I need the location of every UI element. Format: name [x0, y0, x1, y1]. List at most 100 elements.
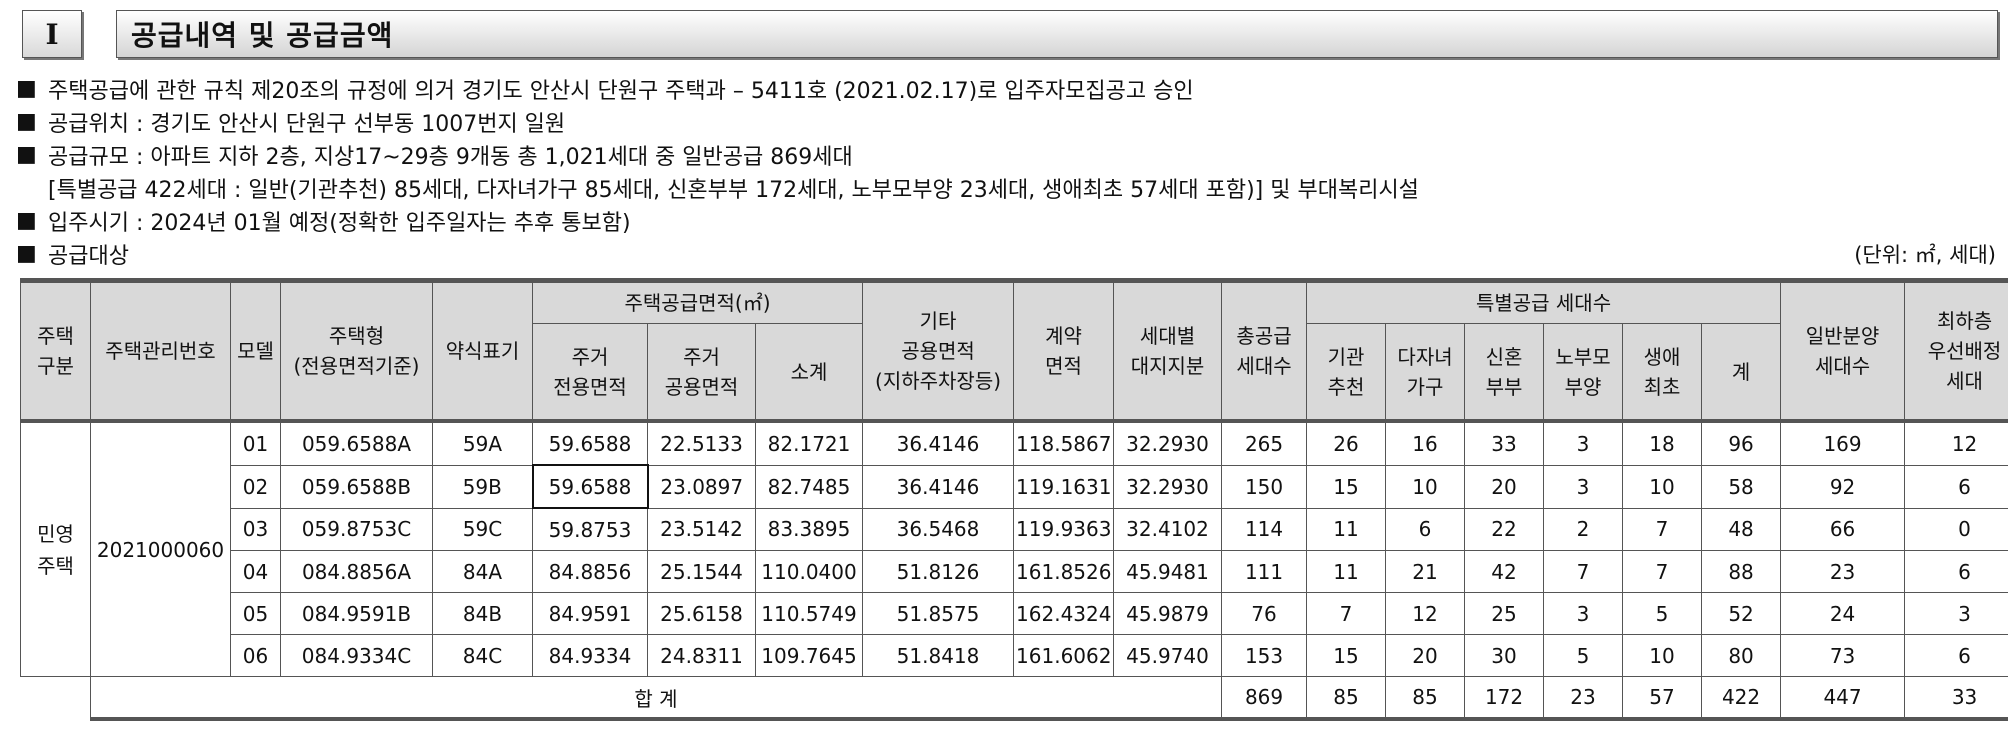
total-elderly: 23: [1543, 676, 1624, 721]
cell-general: 24: [1780, 592, 1906, 635]
cell-elderly: 3: [1543, 464, 1624, 509]
cell-house-type: 059.6588A: [280, 419, 433, 466]
cell-lowest: 12: [1904, 419, 2008, 466]
cell-newlywed: 33: [1464, 419, 1545, 466]
section-header: I 공급내역 및 공급금액: [22, 10, 1998, 62]
cell-other-common: 51.8126: [862, 550, 1015, 593]
cell-elderly: 3: [1543, 419, 1624, 466]
header-exclusive: 주거 전용면적: [532, 323, 648, 422]
notice-text: 주택공급에 관한 규칙 제20조의 규정에 의거 경기도 안산시 단원구 주택과…: [48, 78, 1194, 104]
cell-model: 03: [230, 507, 281, 551]
table-row: 03 059.8753C 59C 59.8753 23.5142 83.3895…: [21, 507, 2008, 551]
total-spacer: [20, 676, 91, 719]
cell-model: 01: [230, 419, 281, 466]
group-mgmt-no: 2021000060: [90, 419, 231, 677]
cell-total: 76: [1221, 592, 1308, 635]
cell-firsttime: 5: [1622, 592, 1703, 635]
total-firsttime: 57: [1622, 676, 1703, 721]
notice-text: [특별공급 422세대 : 일반(기관추천) 85세대, 다자녀가구 85세대,…: [48, 177, 1419, 203]
cell-institution: 15: [1306, 464, 1387, 509]
table-row: 민영 주택 2021000060 01 059.6588A 59A 59.658…: [20, 419, 2008, 677]
notice-move-in: ■ 입주시기 : 2024년 01월 예정(정확한 입주일자는 추후 통보함): [16, 204, 1998, 237]
header-common: 주거 공용면적: [647, 323, 756, 422]
notice-text: 공급규모 : 아파트 지하 2층, 지상17~29층 9개동 총 1,021세대…: [48, 144, 853, 170]
cell-multichild: 6: [1385, 507, 1466, 551]
cell-institution: 7: [1306, 592, 1387, 635]
cell-land-share: 32.2930: [1113, 464, 1223, 509]
cell-newlywed: 22: [1464, 507, 1545, 551]
cell-general: 66: [1780, 507, 1906, 551]
cell-sum: 48: [1701, 507, 1782, 551]
cell-total: 150: [1221, 464, 1308, 509]
cell-lowest: 6: [1904, 634, 2008, 677]
cell-abbr: 59C: [432, 507, 533, 551]
supply-table: 주택 구분 주택관리번호 모델 주택형 (전용면적기준) 약식표기 주택공급면적…: [20, 278, 2008, 721]
total-lowest: 33: [1904, 676, 2008, 721]
cell-institution: 15: [1306, 634, 1387, 677]
cell-abbr: 84A: [432, 550, 533, 593]
header-house-type: 주택형 (전용면적기준): [280, 278, 433, 422]
cell-contract-area: 161.6062: [1013, 634, 1115, 677]
cell-contract-area: 162.4324: [1013, 592, 1115, 635]
cell-common: 25.1544: [647, 550, 756, 593]
cell-elderly: 2: [1543, 507, 1624, 551]
cell-general: 169: [1780, 419, 1906, 466]
cell-multichild: 10: [1385, 464, 1466, 509]
cell-house-type: 084.9591B: [280, 592, 433, 635]
cell-elderly: 5: [1543, 634, 1624, 677]
table-row: 02 059.6588B 59B 59.6588 23.0897 82.7485…: [21, 464, 2008, 509]
cell-contract-area: 119.1631: [1013, 464, 1115, 509]
cell-land-share: 32.4102: [1113, 507, 1223, 551]
header-subtotal: 소계: [754, 323, 864, 422]
notice-text: 공급위치 : 경기도 안산시 단원구 선부동 1007번지 일원: [48, 111, 566, 137]
cell-newlywed: 30: [1464, 634, 1545, 677]
cell-institution: 11: [1306, 550, 1387, 593]
cell-contract-area: 118.5867: [1013, 419, 1115, 466]
header-model: 모델: [230, 278, 281, 422]
bullet-icon: ■: [16, 109, 37, 134]
cell-firsttime: 10: [1622, 464, 1703, 509]
cell-subtotal: 83.3895: [754, 507, 864, 551]
cell-house-type: 059.8753C: [280, 507, 433, 551]
cell-exclusive: 59.6588: [531, 464, 649, 509]
cell-total: 265: [1221, 419, 1308, 466]
cell-subtotal: 82.7485: [754, 464, 864, 509]
cell-exclusive: 84.9334: [532, 634, 648, 677]
header-firsttime: 생애 최초: [1622, 323, 1703, 422]
table-row: 04 084.8856A 84A 84.8856 25.1544 110.040…: [21, 550, 2008, 593]
cell-subtotal: 110.0400: [754, 550, 864, 593]
cell-firsttime: 7: [1622, 507, 1703, 551]
header-abbr: 약식표기: [432, 278, 533, 422]
cell-elderly: 3: [1543, 592, 1624, 635]
cell-subtotal: 109.7645: [754, 634, 864, 677]
cell-firsttime: 18: [1622, 419, 1703, 466]
header-housing-type: 주택 구분: [20, 278, 91, 422]
header-supply-area: 주택공급면적(㎡): [531, 278, 864, 324]
cell-newlywed: 20: [1464, 464, 1545, 509]
cell-exclusive: 59.8753: [532, 507, 648, 551]
cell-house-type: 084.8856A: [280, 550, 433, 593]
cell-land-share: 45.9481: [1113, 550, 1223, 593]
cell-subtotal: 82.1721: [754, 419, 864, 466]
cell-common: 23.5142: [647, 507, 756, 551]
cell-contract-area: 119.9363: [1013, 507, 1115, 551]
header-land-share: 세대별 대지지분: [1113, 278, 1223, 422]
unit-label: (단위: ㎡, 세대): [1854, 242, 1996, 267]
cell-other-common: 36.4146: [862, 419, 1015, 466]
bullet-icon: ■: [16, 241, 37, 266]
group-housing-type: 민영 주택: [20, 419, 91, 677]
cell-lowest: 6: [1904, 464, 2008, 509]
cell-institution: 26: [1306, 419, 1387, 466]
cell-newlywed: 25: [1464, 592, 1545, 635]
total-label: 합 계: [89, 676, 1223, 721]
cell-common: 24.8311: [647, 634, 756, 677]
table-row: 05 084.9591B 84B 84.9591 25.6158 110.574…: [21, 592, 2008, 635]
table-row: 06 084.9334C 84C 84.9334 24.8311 109.764…: [21, 634, 2008, 677]
section-number: I: [22, 10, 82, 58]
cell-land-share: 32.2930: [1113, 419, 1223, 466]
cell-house-type: 084.9334C: [280, 634, 433, 677]
cell-common: 23.0897: [647, 464, 756, 509]
cell-other-common: 51.8575: [862, 592, 1015, 635]
total-general: 447: [1780, 676, 1906, 721]
header-elderly: 노부모 부양: [1543, 323, 1624, 422]
